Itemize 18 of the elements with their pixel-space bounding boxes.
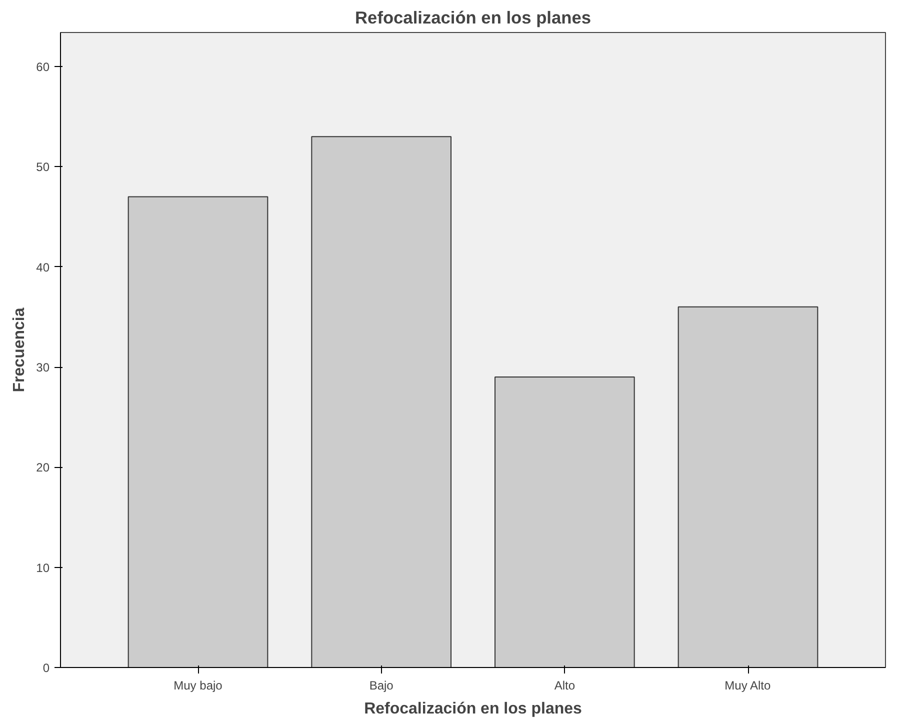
bar (128, 196, 268, 668)
x-axis-title: Refocalización en los planes (364, 700, 582, 718)
bar (311, 136, 452, 668)
y-tick-label: 20 (36, 460, 50, 475)
y-axis-title: Frecuencia (11, 308, 28, 392)
bar (494, 376, 635, 668)
y-tick-label: 60 (36, 60, 50, 74)
x-tick-label: Alto (554, 678, 576, 692)
x-tick-label: Bajo (369, 678, 394, 692)
x-tick-label: Muy bajo (174, 678, 223, 692)
y-tick-label: 10 (36, 560, 50, 575)
y-tick-label: 0 (42, 661, 50, 675)
chart-title: Refocalización en los planes (355, 8, 591, 28)
y-tick-label: 30 (36, 360, 50, 375)
x-tick-label: Muy Alto (724, 678, 772, 692)
y-tick-label: 40 (36, 260, 50, 274)
bar (678, 306, 818, 668)
y-tick-label: 50 (36, 160, 50, 174)
